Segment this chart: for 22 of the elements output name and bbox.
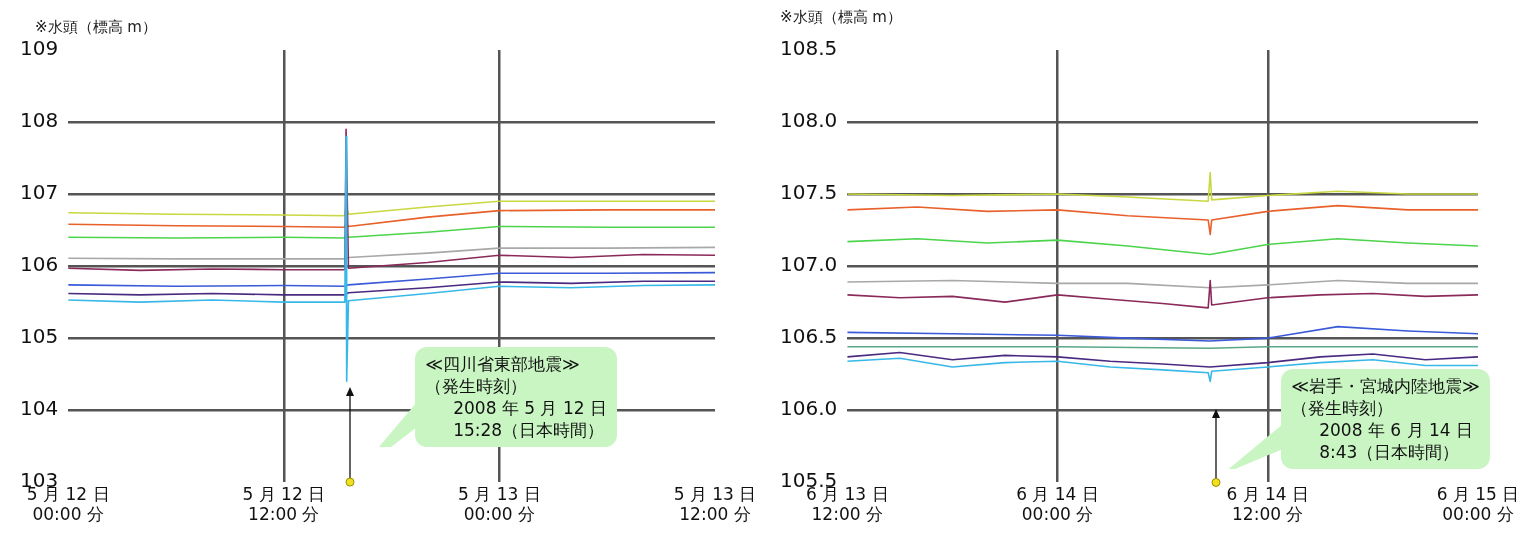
y-tick-label: 107.0 — [779, 252, 838, 277]
x-tick-label: 5 月 13 日 12:00 分 — [673, 483, 757, 525]
y-axis-title: ※水頭（標高 m） — [780, 8, 902, 27]
y-tick-label: 105 — [19, 324, 59, 349]
y-tick-label: 108 — [19, 108, 59, 133]
y-tick-label: 107 — [19, 180, 59, 205]
y-tick-label: 108.5 — [779, 36, 838, 61]
x-tick-label: 5 月 13 日 00:00 分 — [458, 483, 541, 525]
annotation: ≪四川省東部地震≫ （発生時刻） 2008 年 5 月 12 日 15:28（日本時間） — [425, 353, 607, 442]
x-tick-label: 6 月 14 日 12:00 分 — [1226, 483, 1310, 525]
x-tick-label: 6 月 15 日 00:00 分 — [1436, 483, 1520, 525]
y-tick-label: 106 — [19, 252, 59, 277]
y-axis-title: ※水頭（標高 m） — [35, 18, 157, 37]
y-tick-label: 108.0 — [779, 108, 838, 133]
x-tick-label: 6 月 14 日 00:00 分 — [1016, 483, 1099, 525]
y-tick-label: 106.0 — [779, 396, 838, 421]
y-tick-label: 104 — [19, 396, 59, 421]
y-tick-label: 109 — [19, 36, 59, 61]
y-tick-label: 107.5 — [779, 180, 838, 205]
x-tick-label: 5 月 12 日 12:00 分 — [242, 483, 326, 525]
annotation: ≪岩手・宮城内陸地震≫ （発生時刻） 2008 年 6 月 14 日 8:43（日本時間） — [1291, 374, 1480, 463]
y-tick-label: 106.5 — [779, 324, 838, 349]
